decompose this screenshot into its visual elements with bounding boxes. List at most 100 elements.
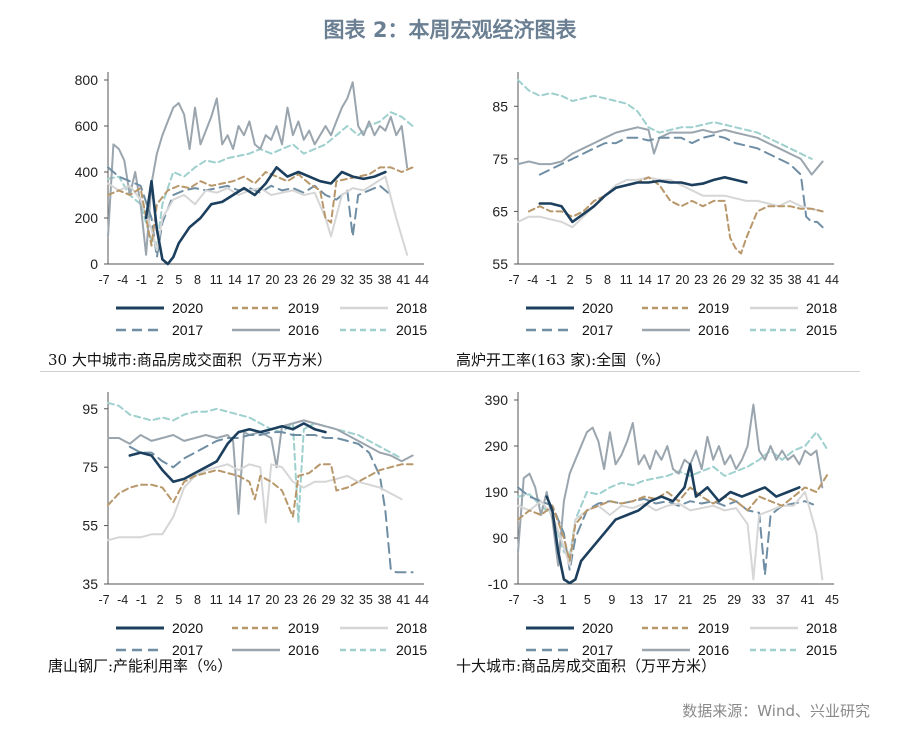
- series-line-2020: [538, 176, 748, 224]
- legend-label-2018: 2018: [396, 300, 427, 316]
- chart-tangshan-utilization: 35 55 75 95 -7 -4 -1 2 5 8 11 14 17 20 23 26 29 32 35 38 41 4…: [82, 392, 429, 658]
- series-line-2016: [517, 126, 824, 176]
- series-line-2016: [107, 81, 409, 256]
- x-tick-label: 14: [638, 273, 652, 287]
- chart-panel-bottom-right: -10 90 190 290 390 -7 -3 1 5 9 13 17 21 25 29 33 37 41 45 2…: [450, 380, 870, 675]
- legend-label-2017: 2017: [172, 322, 203, 338]
- x-tick-label: -4: [527, 273, 538, 287]
- y-tick-label: 800: [75, 72, 99, 88]
- legend-label-2018: 2018: [806, 300, 837, 316]
- legend-label-2016: 2016: [698, 322, 729, 338]
- x-tick-label: 8: [194, 593, 201, 607]
- y-tick-label: 400: [75, 164, 99, 180]
- x-tick-label: 33: [752, 593, 766, 607]
- x-tick-label: 23: [284, 273, 298, 287]
- series-line-2017: [538, 134, 824, 229]
- x-tick-label: 17: [654, 593, 668, 607]
- x-tick-label: 38: [788, 273, 802, 287]
- x-tick-label: 8: [194, 273, 201, 287]
- x-tick-label: 5: [585, 273, 592, 287]
- y-tick-label: 55: [492, 256, 508, 272]
- x-tick-label: 20: [675, 273, 689, 287]
- legend-label-2019: 2019: [698, 620, 729, 636]
- x-tick-label: 11: [620, 273, 633, 287]
- y-tick-label: 90: [492, 530, 508, 546]
- series-line-2017: [128, 431, 414, 574]
- x-tick-label: 9: [608, 593, 615, 607]
- x-tick-label: 29: [732, 273, 746, 287]
- x-tick-label: 14: [228, 593, 242, 607]
- legend-label-2015: 2015: [396, 322, 427, 338]
- y-tick-label: 65: [492, 203, 508, 219]
- legend-label-2017: 2017: [172, 642, 203, 658]
- legend-label-2019: 2019: [698, 300, 729, 316]
- x-tick-label: 26: [713, 273, 727, 287]
- series-line-2015: [517, 79, 813, 160]
- x-tick-label: 41: [396, 273, 410, 287]
- chart-10-cities-sales: -10 90 190 290 390 -7 -3 1 5 9 13 17 21 25 29 33 37 41 45 2…: [485, 392, 839, 658]
- x-tick-label: -1: [136, 593, 147, 607]
- x-tick-label: 17: [657, 273, 671, 287]
- x-tick-label: 1: [559, 593, 566, 607]
- legend-label-2020: 2020: [582, 620, 613, 636]
- chart-blast-furnace-rate: 55 65 75 85 -7 -4 -1 2 5 8 11 14 17 20 23 26 29 32 35 38 41 4…: [492, 72, 839, 338]
- legend-label-2018: 2018: [806, 620, 837, 636]
- x-tick-label: 35: [769, 273, 783, 287]
- x-tick-label: 2: [157, 273, 164, 287]
- x-tick-label: 26: [303, 593, 317, 607]
- x-tick-label: -4: [117, 593, 128, 607]
- legend-label-2016: 2016: [288, 642, 319, 658]
- legend-label-2015: 2015: [806, 642, 837, 658]
- x-tick-label: 32: [340, 593, 354, 607]
- series-line-2018: [517, 491, 824, 581]
- y-tick-label: 200: [75, 210, 99, 226]
- chart-caption: 高炉开工率(163 家):全国（%）: [456, 351, 671, 369]
- x-tick-label: -3: [533, 593, 544, 607]
- x-tick-label: 26: [303, 273, 317, 287]
- x-tick-label: 17: [247, 593, 261, 607]
- legend-label-2020: 2020: [172, 300, 203, 316]
- x-tick-label: 44: [825, 273, 839, 287]
- x-tick-label: 44: [415, 593, 429, 607]
- legend-label-2016: 2016: [698, 642, 729, 658]
- x-tick-label: -4: [117, 273, 128, 287]
- x-tick-label: -7: [98, 273, 109, 287]
- x-tick-label: 8: [604, 273, 611, 287]
- x-tick-label: 2: [567, 273, 574, 287]
- y-tick-label: 190: [485, 484, 509, 500]
- y-tick-label: 390: [485, 392, 509, 408]
- series-line-2020: [128, 422, 327, 484]
- x-tick-label: -7: [508, 273, 519, 287]
- x-tick-label: -7: [98, 593, 109, 607]
- y-tick-label: 95: [82, 401, 98, 417]
- x-tick-label: 29: [322, 593, 336, 607]
- series-line-2019: [517, 472, 829, 562]
- x-tick-label: 37: [776, 593, 790, 607]
- x-tick-label: 29: [727, 593, 741, 607]
- x-tick-label: 41: [801, 593, 815, 607]
- y-tick-label: -10: [488, 576, 508, 592]
- y-tick-label: 35: [82, 576, 98, 592]
- legend-label-2016: 2016: [288, 322, 319, 338]
- legend-label-2020: 2020: [172, 620, 203, 636]
- x-tick-label: 11: [210, 273, 223, 287]
- chart-caption: 30 大中城市:商品房成交面积（万平方米）: [48, 351, 332, 369]
- x-tick-label: 41: [806, 273, 820, 287]
- series-line-2016: [107, 419, 414, 515]
- chart-panel-top-right: 55 65 75 85 -7 -4 -1 2 5 8 11 14 17 20 23 26 29 32 35 38 41 4…: [450, 60, 870, 369]
- x-tick-label: 13: [629, 593, 643, 607]
- x-tick-label: 29: [322, 273, 336, 287]
- x-tick-label: 38: [378, 273, 392, 287]
- series-line-2017: [517, 486, 818, 576]
- x-tick-label: 38: [378, 593, 392, 607]
- series-line-2018: [107, 175, 409, 256]
- x-tick-label: 5: [175, 593, 182, 607]
- x-tick-label: -1: [546, 273, 557, 287]
- x-tick-label: 5: [584, 593, 591, 607]
- x-tick-label: 20: [265, 593, 279, 607]
- legend-label-2017: 2017: [582, 322, 613, 338]
- chart-panel-top-left: 0 200 400 600 800 -7 -4 -1 2 5 8 11 14 17 20 23 26 29 32 35…: [40, 60, 460, 369]
- x-tick-label: 44: [415, 273, 429, 287]
- x-tick-label: 45: [825, 593, 839, 607]
- x-tick-label: 21: [678, 593, 692, 607]
